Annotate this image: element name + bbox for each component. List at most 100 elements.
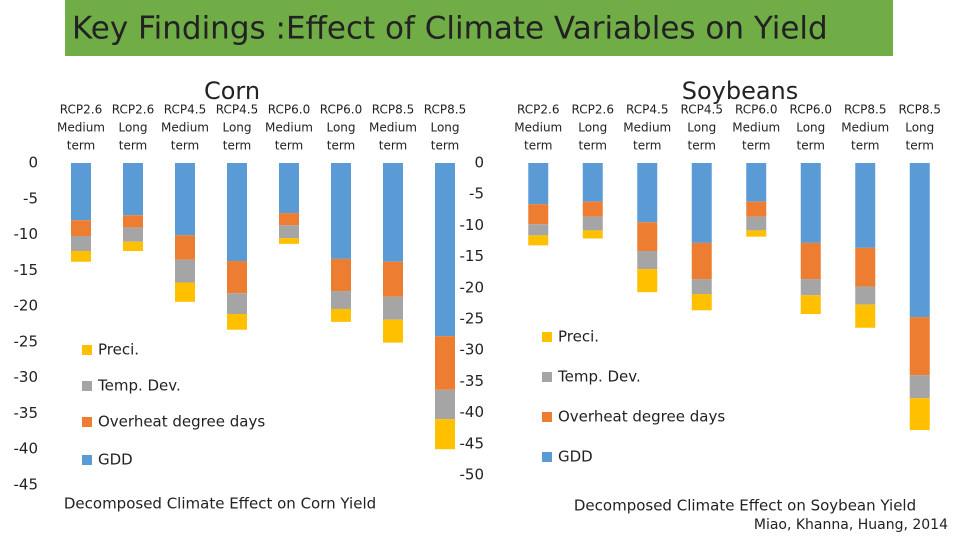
- y-tick-label: -35: [460, 372, 485, 390]
- x-tick-label: Long: [796, 121, 825, 135]
- bar-segment: [855, 304, 876, 328]
- bar-segment: [175, 235, 195, 260]
- y-tick-label: -10: [14, 225, 39, 243]
- x-tick-label: Medium: [514, 121, 562, 135]
- legend-swatch: [542, 412, 552, 422]
- x-tick-label: term: [67, 139, 96, 153]
- x-axis-caption: Decomposed Climate Effect on Soybean Yie…: [574, 497, 916, 515]
- x-tick-label: RCP4.5: [216, 103, 258, 117]
- slide-title: Key Findings :Effect of Climate Variable…: [72, 11, 828, 47]
- bar-segment: [123, 227, 143, 242]
- x-tick-label: Medium: [623, 121, 671, 135]
- x-tick-label: RCP2.6: [572, 103, 614, 117]
- x-tick-label: term: [275, 139, 304, 153]
- legend-swatch: [542, 332, 552, 342]
- x-tick-label: Long: [430, 121, 459, 135]
- bar-segment: [175, 259, 195, 283]
- bar-segment: [279, 213, 299, 226]
- bar-segment: [691, 279, 712, 295]
- x-tick-label: RCP8.5: [899, 103, 941, 117]
- legend-label: Temp. Dev.: [97, 377, 181, 395]
- bar-segment: [383, 319, 403, 343]
- y-tick-label: -50: [460, 466, 485, 484]
- x-tick-label: term: [524, 139, 553, 153]
- bar-segment: [331, 308, 351, 322]
- legend-swatch: [82, 455, 92, 465]
- bar-segment: [691, 294, 712, 311]
- bar-segment: [71, 251, 91, 262]
- x-tick-label: Long: [222, 121, 251, 135]
- bar-segment: [528, 224, 549, 236]
- x-tick-label: RCP6.0: [735, 103, 777, 117]
- y-tick-label: -40: [460, 403, 485, 421]
- legend-label: Overheat degree days: [558, 408, 725, 426]
- bar-segment: [855, 163, 876, 248]
- title-band: [65, 0, 893, 56]
- y-tick-label: -25: [460, 310, 485, 328]
- bar-segment: [123, 241, 143, 252]
- x-tick-label: RCP6.0: [268, 103, 310, 117]
- x-tick-label: Medium: [57, 121, 105, 135]
- bar-segment: [331, 291, 351, 309]
- x-tick-label: term: [633, 139, 662, 153]
- x-tick-label: Medium: [841, 121, 889, 135]
- x-tick-label: term: [851, 139, 880, 153]
- y-tick-label: 0: [474, 154, 484, 172]
- x-tick-label: RCP8.5: [424, 103, 466, 117]
- x-tick-label: term: [171, 139, 200, 153]
- y-tick-label: -45: [14, 476, 39, 494]
- bar-segment: [800, 242, 821, 280]
- x-tick-label: term: [742, 139, 771, 153]
- x-tick-label: term: [688, 139, 717, 153]
- bar-segment: [435, 163, 455, 337]
- bar-segment: [800, 295, 821, 315]
- bar-segment: [691, 163, 712, 243]
- x-tick-label: Long: [326, 121, 355, 135]
- legend-label: Temp. Dev.: [557, 368, 641, 386]
- legend-label: Overheat degree days: [98, 413, 265, 431]
- y-tick-label: -10: [460, 216, 485, 234]
- bar-segment: [175, 282, 195, 302]
- x-tick-label: Medium: [369, 121, 417, 135]
- bar-segment: [175, 163, 195, 236]
- bar-segment: [746, 230, 767, 237]
- bar-segment: [528, 235, 549, 246]
- x-tick-label: Long: [118, 121, 147, 135]
- legend-swatch: [82, 417, 92, 427]
- bar-segment: [383, 296, 403, 320]
- bar-segment: [637, 250, 658, 270]
- y-tick-label: -15: [14, 261, 39, 279]
- bar-segment: [691, 242, 712, 280]
- y-tick-label: -40: [14, 440, 39, 458]
- y-tick-label: 0: [28, 154, 38, 172]
- y-tick-label: -5: [23, 189, 38, 207]
- y-tick-label: -15: [460, 247, 485, 265]
- bar-segment: [71, 235, 91, 252]
- y-tick-label: -45: [460, 434, 485, 452]
- y-tick-label: -30: [460, 341, 485, 359]
- bar-segment: [435, 336, 455, 390]
- legend-swatch: [542, 452, 552, 462]
- bar-segment: [637, 222, 658, 251]
- legend-label: GDD: [558, 448, 593, 466]
- bar-segment: [582, 216, 603, 231]
- bar-segment: [528, 204, 549, 225]
- chart-title: Corn: [204, 77, 260, 105]
- source: Miao, Khanna, Huang, 2014: [754, 517, 948, 533]
- x-tick-label: RCP6.0: [790, 103, 832, 117]
- x-tick-label: term: [906, 139, 935, 153]
- x-tick-label: RCP2.6: [60, 103, 102, 117]
- bar-segment: [123, 215, 143, 228]
- bar-segment: [331, 258, 351, 292]
- x-tick-label: Long: [687, 121, 716, 135]
- legend-label: Preci.: [98, 341, 139, 359]
- x-tick-label: term: [431, 139, 460, 153]
- x-tick-label: term: [579, 139, 608, 153]
- x-tick-label: term: [327, 139, 356, 153]
- x-tick-label: term: [223, 139, 252, 153]
- bar-segment: [909, 163, 930, 318]
- bar-segment: [227, 163, 247, 262]
- bar-segment: [71, 163, 91, 221]
- bar-segment: [331, 163, 351, 259]
- bar-segment: [637, 163, 658, 223]
